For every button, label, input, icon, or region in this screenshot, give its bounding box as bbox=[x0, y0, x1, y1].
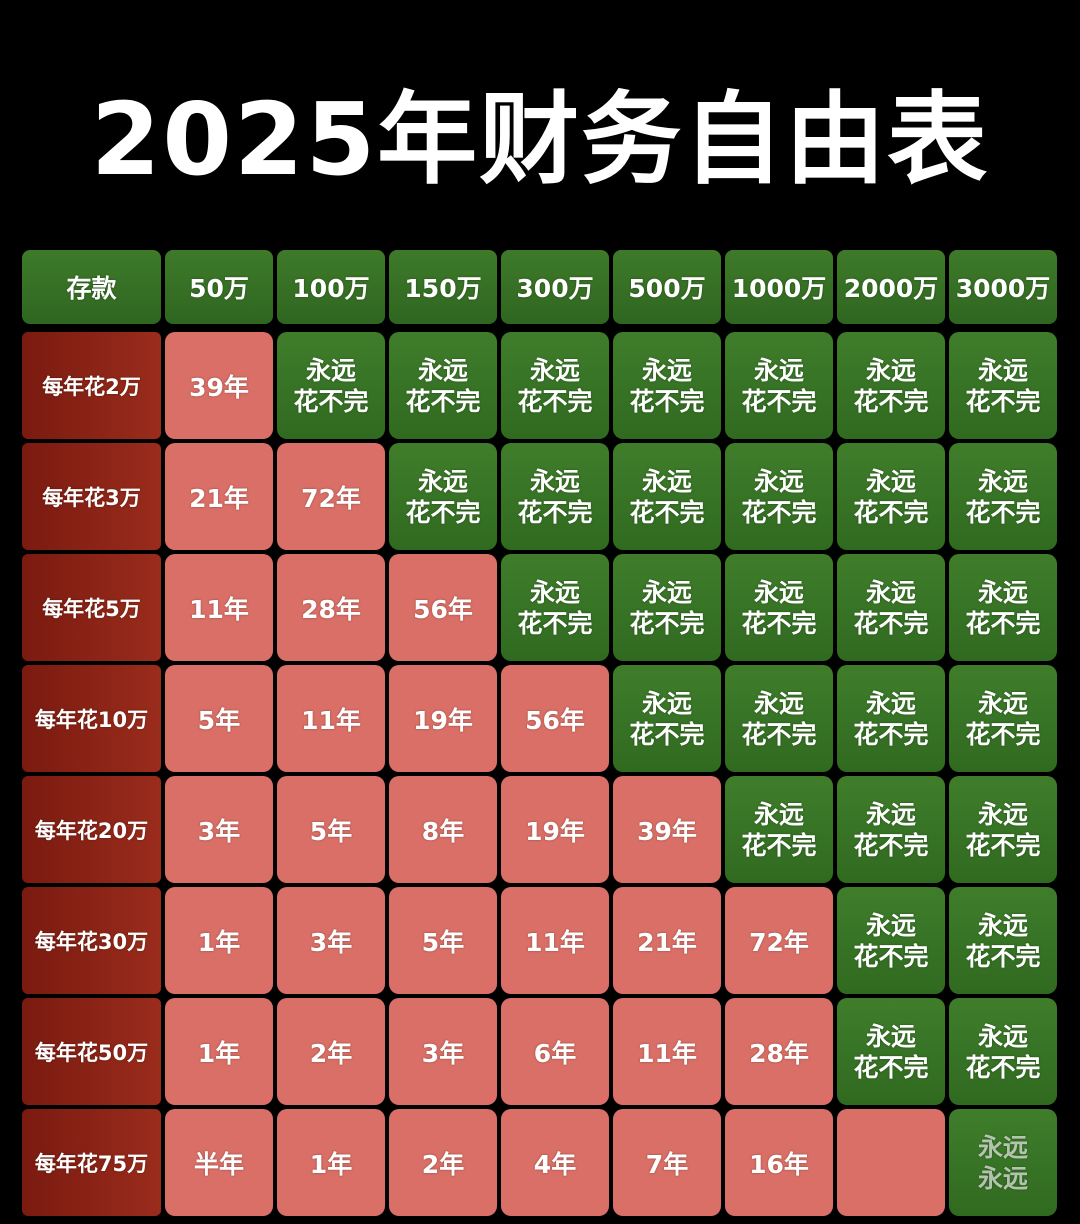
years-cell: 半年 bbox=[165, 1109, 273, 1216]
years-cell: 1年 bbox=[165, 887, 273, 994]
years-cell: 5年 bbox=[389, 887, 497, 994]
forever-cell: 永远 花不完 bbox=[837, 776, 945, 883]
years-cell: 28年 bbox=[725, 998, 833, 1105]
years-cell bbox=[837, 1109, 945, 1216]
years-cell: 11年 bbox=[165, 554, 273, 661]
years-cell: 3年 bbox=[389, 998, 497, 1105]
header-column: 50万 bbox=[165, 250, 273, 324]
years-cell: 11年 bbox=[501, 887, 609, 994]
forever-cell: 永远 花不完 bbox=[949, 332, 1057, 439]
years-cell: 21年 bbox=[165, 443, 273, 550]
row-header: 每年花20万 bbox=[22, 776, 161, 883]
years-cell: 4年 bbox=[501, 1109, 609, 1216]
forever-cell: 永远 永远 bbox=[949, 1109, 1057, 1216]
row-header: 每年花30万 bbox=[22, 887, 161, 994]
years-cell: 72年 bbox=[277, 443, 385, 550]
forever-cell: 永远 花不完 bbox=[725, 332, 833, 439]
years-cell: 56年 bbox=[501, 665, 609, 772]
forever-cell: 永远 花不完 bbox=[725, 443, 833, 550]
forever-cell: 永远 花不完 bbox=[949, 887, 1057, 994]
forever-cell: 永远 花不完 bbox=[613, 554, 721, 661]
forever-cell: 永远 花不完 bbox=[949, 998, 1057, 1105]
forever-cell: 永远 花不完 bbox=[725, 554, 833, 661]
forever-cell: 永远 花不完 bbox=[725, 776, 833, 883]
forever-cell: 永远 花不完 bbox=[613, 443, 721, 550]
header-column: 2000万 bbox=[837, 250, 945, 324]
years-cell: 5年 bbox=[165, 665, 273, 772]
years-cell: 39年 bbox=[165, 332, 273, 439]
years-cell: 6年 bbox=[501, 998, 609, 1105]
header-corner: 存款 bbox=[22, 250, 161, 324]
years-cell: 28年 bbox=[277, 554, 385, 661]
years-cell: 2年 bbox=[277, 998, 385, 1105]
years-cell: 7年 bbox=[613, 1109, 721, 1216]
page-title: 2025年财务自由表 bbox=[90, 81, 990, 198]
row-header: 每年花75万 bbox=[22, 1109, 161, 1216]
row-header: 每年花3万 bbox=[22, 443, 161, 550]
years-cell: 1年 bbox=[277, 1109, 385, 1216]
years-cell: 2年 bbox=[389, 1109, 497, 1216]
row-header: 每年花50万 bbox=[22, 998, 161, 1105]
forever-cell: 永远 花不完 bbox=[837, 665, 945, 772]
years-cell: 11年 bbox=[613, 998, 721, 1105]
forever-cell: 永远 花不完 bbox=[837, 443, 945, 550]
years-cell: 39年 bbox=[613, 776, 721, 883]
row-header: 每年花10万 bbox=[22, 665, 161, 772]
years-cell: 8年 bbox=[389, 776, 497, 883]
forever-cell: 永远 花不完 bbox=[277, 332, 385, 439]
header-column: 500万 bbox=[613, 250, 721, 324]
header-column: 1000万 bbox=[725, 250, 833, 324]
header-column: 3000万 bbox=[949, 250, 1057, 324]
forever-cell: 永远 花不完 bbox=[949, 443, 1057, 550]
forever-cell: 永远 花不完 bbox=[389, 332, 497, 439]
header-column: 100万 bbox=[277, 250, 385, 324]
years-cell: 16年 bbox=[725, 1109, 833, 1216]
forever-cell: 永远 花不完 bbox=[389, 443, 497, 550]
years-cell: 19年 bbox=[389, 665, 497, 772]
forever-cell: 永远 花不完 bbox=[501, 443, 609, 550]
years-cell: 1年 bbox=[165, 998, 273, 1105]
row-header: 每年花5万 bbox=[22, 554, 161, 661]
years-cell: 3年 bbox=[277, 887, 385, 994]
forever-cell: 永远 花不完 bbox=[949, 776, 1057, 883]
forever-cell: 永远 花不完 bbox=[837, 332, 945, 439]
header-column: 300万 bbox=[501, 250, 609, 324]
forever-cell: 永远 花不完 bbox=[501, 554, 609, 661]
years-cell: 56年 bbox=[389, 554, 497, 661]
years-cell: 72年 bbox=[725, 887, 833, 994]
years-cell: 21年 bbox=[613, 887, 721, 994]
forever-cell: 永远 花不完 bbox=[949, 665, 1057, 772]
forever-cell: 永远 花不完 bbox=[837, 554, 945, 661]
years-cell: 11年 bbox=[277, 665, 385, 772]
forever-cell: 永远 花不完 bbox=[501, 332, 609, 439]
years-cell: 5年 bbox=[277, 776, 385, 883]
forever-cell: 永远 花不完 bbox=[725, 665, 833, 772]
forever-cell: 永远 花不完 bbox=[949, 554, 1057, 661]
years-cell: 19年 bbox=[501, 776, 609, 883]
years-cell: 3年 bbox=[165, 776, 273, 883]
forever-cell: 永远 花不完 bbox=[613, 332, 721, 439]
row-header: 每年花2万 bbox=[22, 332, 161, 439]
forever-cell: 永远 花不完 bbox=[837, 887, 945, 994]
forever-cell: 永远 花不完 bbox=[837, 998, 945, 1105]
forever-cell: 永远 花不完 bbox=[613, 665, 721, 772]
header-column: 150万 bbox=[389, 250, 497, 324]
